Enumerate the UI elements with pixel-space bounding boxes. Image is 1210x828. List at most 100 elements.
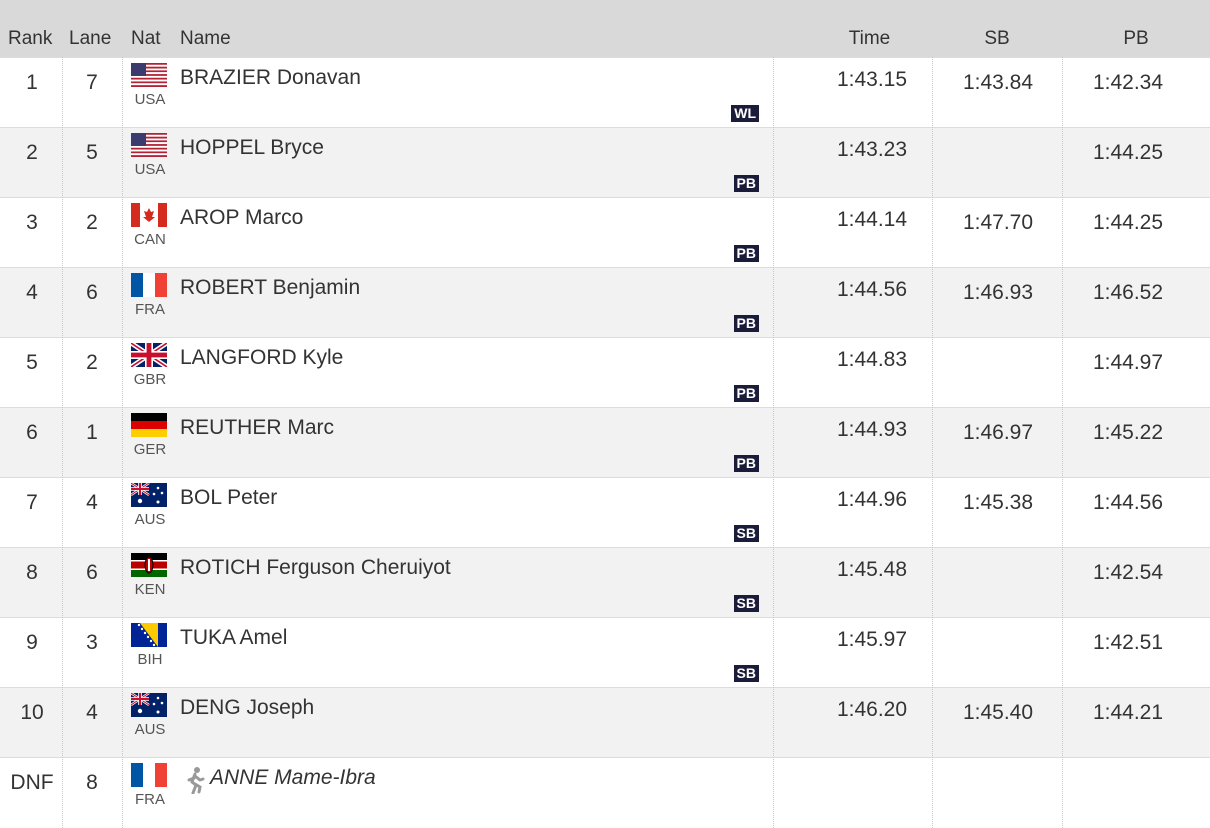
athlete-name: LANGFORD Kyle	[180, 346, 344, 369]
flag	[131, 63, 167, 87]
flag-icon	[131, 413, 167, 437]
season-best: 1:43.84	[962, 71, 1034, 94]
flag-icon	[131, 203, 167, 227]
lane: 1	[86, 421, 98, 444]
flag	[131, 553, 167, 577]
athlete-name: DENG Joseph	[180, 696, 315, 719]
header-sb: SB	[984, 28, 1010, 49]
nat-code: GER	[133, 441, 167, 458]
rank: 6	[26, 421, 38, 444]
status-icon	[184, 766, 206, 795]
flag	[129, 341, 169, 369]
time: 1:44.56	[836, 278, 908, 301]
time: 1:46.20	[836, 698, 908, 721]
flag-icon	[131, 273, 167, 297]
personal-best: 1:45.22	[1092, 421, 1164, 444]
flag-icon	[131, 63, 167, 87]
lane: 2	[86, 211, 98, 234]
lane: 2	[86, 351, 98, 374]
flag-icon	[130, 482, 167, 507]
flag-icon	[131, 553, 167, 577]
nat-code: GBR	[133, 371, 167, 388]
result-row: 2 5 USA HOPPEL Bryce PB 1:43.23 1:44.25	[0, 127, 1210, 197]
personal-best: 1:44.56	[1092, 491, 1164, 514]
season-best: 1:45.40	[962, 701, 1034, 724]
rank: 4	[26, 281, 38, 304]
personal-best: 1:44.21	[1092, 701, 1164, 724]
rank: 7	[26, 491, 38, 514]
flag-icon	[131, 763, 167, 787]
column-divider	[122, 57, 123, 828]
personal-best: 1:44.25	[1092, 211, 1164, 234]
nat-code: USA	[134, 91, 166, 108]
time: 1:45.48	[836, 558, 908, 581]
lane: 6	[86, 561, 98, 584]
athlete-name: HOPPEL Bryce	[180, 136, 324, 159]
flag	[131, 623, 167, 647]
record-badge: WL	[731, 105, 759, 122]
column-divider	[1062, 57, 1063, 828]
athlete-name: REUTHER Marc	[180, 416, 335, 439]
lane: 4	[86, 701, 98, 724]
result-row: 1 7 USA BRAZIER Donavan WL 1:43.15 1:43.84 1:42…	[0, 57, 1210, 127]
result-row: 7 4 AUS BOL Peter SB 1:44.96 1:45.38 1:44.56	[0, 477, 1210, 547]
record-badge: PB	[733, 175, 759, 192]
record-badge: PB	[733, 245, 759, 262]
header-nat: Nat	[131, 28, 161, 49]
rank: 2	[26, 141, 38, 164]
header-time: Time	[848, 28, 891, 49]
header-pb: PB	[1123, 28, 1149, 49]
column-divider	[62, 57, 63, 828]
result-row: 8 6 KEN ROTICH Ferguson Cheruiyot SB 1:45.48 1…	[0, 547, 1210, 617]
nat-code: CAN	[134, 231, 166, 248]
record-badge: SB	[733, 595, 759, 612]
personal-best: 1:42.34	[1092, 71, 1164, 94]
flag	[131, 133, 167, 157]
header-rank: Rank	[8, 28, 53, 49]
result-row: 4 6 FRA ROBERT Benjamin PB 1:44.56 1:46.93 1:46…	[0, 267, 1210, 337]
personal-best: 1:42.51	[1092, 631, 1164, 654]
athlete-name: ANNE Mame-Ibra	[210, 766, 376, 789]
time: 1:43.23	[836, 138, 908, 161]
personal-best: 1:42.54	[1092, 561, 1164, 584]
time: 1:45.97	[836, 628, 908, 651]
athlete-name: AROP Marco	[180, 206, 304, 229]
personal-best: 1:44.25	[1092, 141, 1164, 164]
season-best: 1:45.38	[962, 491, 1034, 514]
header-lane: Lane	[69, 28, 112, 49]
rank: DNF	[10, 771, 54, 794]
rank: 8	[26, 561, 38, 584]
header-name: Name	[180, 28, 231, 49]
flag	[131, 273, 167, 297]
athlete-name: ROTICH Ferguson Cheruiyot	[180, 556, 451, 579]
record-badge: SB	[733, 525, 759, 542]
flag	[131, 763, 167, 787]
result-row: 9 3 BIH TUKA Amel SB 1:45.97 1:42.51	[0, 617, 1210, 687]
record-badge: PB	[733, 315, 759, 332]
flag	[130, 482, 167, 507]
result-row: 10 4 AUS DENG Joseph 1:46.20 1:45.40 1:44.21	[0, 687, 1210, 757]
runner-icon	[187, 767, 205, 795]
time: 1:44.14	[836, 208, 908, 231]
record-badge: PB	[733, 455, 759, 472]
record-badge: SB	[733, 665, 759, 682]
column-divider	[932, 57, 933, 828]
column-divider	[773, 57, 774, 828]
flag-icon	[130, 692, 167, 717]
header-bar: Rank Lane Nat Name Time SB PB	[0, 0, 1210, 57]
flag-icon	[131, 133, 167, 157]
time: 1:43.15	[836, 68, 908, 91]
record-badge: PB	[733, 385, 759, 402]
personal-best: 1:44.97	[1092, 351, 1164, 374]
nat-code: FRA	[135, 301, 165, 318]
lane: 6	[86, 281, 98, 304]
nat-code: BIH	[137, 651, 163, 668]
athlete-name: ROBERT Benjamin	[180, 276, 361, 299]
result-row: 5 2 GBR LANGFORD Kyle PB 1:44.83 1:44.97	[0, 337, 1210, 407]
nat-code: KEN	[134, 581, 166, 598]
time: 1:44.93	[836, 418, 908, 441]
time: 1:44.96	[836, 488, 908, 511]
time: 1:44.83	[836, 348, 908, 371]
flag-icon	[131, 623, 167, 647]
rank: 10	[20, 701, 44, 724]
